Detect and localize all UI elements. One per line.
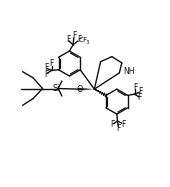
Text: CF: CF	[79, 37, 88, 43]
Text: F: F	[72, 31, 76, 40]
Text: F: F	[67, 35, 71, 44]
Text: F: F	[44, 63, 48, 72]
Text: 3: 3	[86, 39, 89, 45]
Text: F: F	[44, 70, 49, 79]
Polygon shape	[78, 88, 94, 90]
Text: F: F	[77, 35, 82, 44]
Text: Si: Si	[53, 84, 60, 93]
Text: F: F	[49, 59, 53, 68]
Text: NH: NH	[123, 67, 135, 76]
Text: F: F	[133, 83, 137, 92]
Text: O: O	[77, 85, 83, 94]
Text: F: F	[121, 120, 126, 129]
Text: F: F	[110, 120, 115, 129]
Text: F: F	[138, 87, 142, 96]
Text: F: F	[116, 124, 121, 133]
Text: F: F	[138, 93, 142, 102]
